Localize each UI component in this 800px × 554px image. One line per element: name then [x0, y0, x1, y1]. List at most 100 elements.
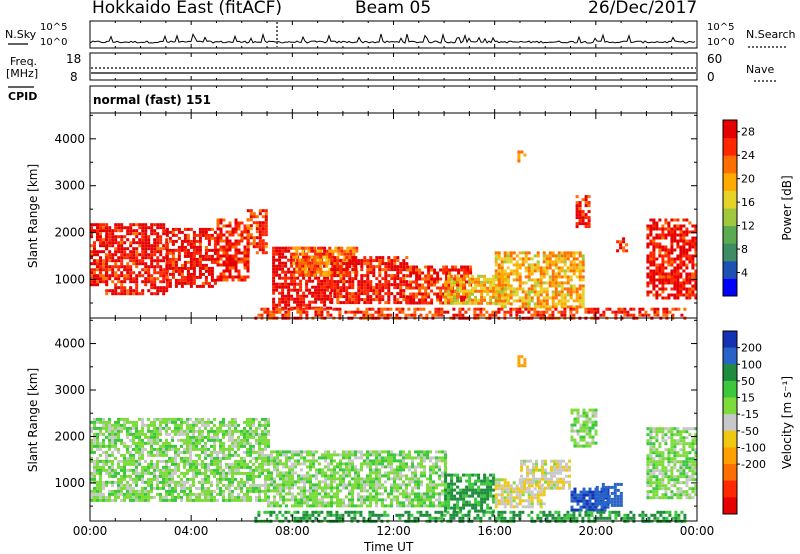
echo-cell — [96, 447, 99, 451]
echo-cell — [267, 501, 270, 505]
echo-cell — [111, 241, 115, 245]
echo-cell — [96, 277, 99, 281]
echo-cell — [584, 198, 588, 202]
echo-cell — [162, 256, 166, 260]
echo-cell — [375, 483, 378, 487]
echo-cell — [255, 221, 259, 225]
echo-cell — [336, 492, 339, 496]
echo-cell — [102, 495, 105, 499]
echo-cell — [159, 453, 162, 457]
echo-cell — [216, 480, 219, 484]
echo-cell — [255, 224, 259, 228]
echo-cell — [186, 450, 189, 454]
echo-cell — [272, 297, 276, 301]
echo-cell — [210, 453, 213, 457]
echo-cell — [509, 269, 513, 273]
echo-cell — [162, 259, 166, 263]
echo-cell — [655, 269, 659, 273]
echo-cell — [617, 307, 621, 311]
echo-cell — [105, 253, 108, 257]
echo-cell — [536, 302, 540, 306]
echo-cell — [343, 270, 347, 274]
echo-cell — [174, 269, 178, 273]
echo-cell — [381, 498, 384, 502]
echo-cell — [165, 275, 169, 279]
echo-cell — [189, 257, 193, 261]
echo-cell — [387, 450, 390, 454]
echo-cell — [198, 245, 202, 249]
echo-cell — [159, 265, 163, 269]
echo-cell — [114, 432, 117, 436]
echo-cell — [575, 305, 579, 309]
echo-cell — [326, 294, 330, 298]
echo-cell — [482, 313, 486, 317]
echo-cell — [548, 263, 552, 267]
echo-cell — [270, 456, 273, 460]
echo-cell — [324, 489, 327, 493]
echo-cell — [147, 417, 150, 421]
echo-cell — [150, 447, 153, 451]
echo-cell — [308, 267, 312, 271]
echo-cell — [581, 278, 585, 282]
echo-cell — [189, 492, 192, 496]
echo-cell — [156, 256, 160, 260]
echo-cell — [515, 260, 519, 264]
echo-cell — [273, 450, 276, 454]
echo-cell — [288, 459, 291, 463]
echo-cell — [198, 257, 202, 261]
echo-cell — [105, 226, 108, 230]
echo-cell — [357, 292, 361, 296]
echo-cell — [186, 471, 189, 475]
echo-cell — [135, 229, 139, 233]
echo-cell — [348, 453, 351, 457]
echo-cell — [324, 465, 327, 469]
echo-cell — [168, 284, 172, 288]
echo-cell — [147, 256, 151, 260]
echo-cell — [231, 275, 235, 279]
echo-cell — [234, 423, 237, 427]
echo-cell — [168, 420, 171, 424]
echo-cell — [366, 504, 369, 508]
echo-cell — [126, 435, 129, 439]
echo-cell — [246, 209, 250, 213]
echo-cell — [326, 282, 330, 286]
echo-cell — [363, 459, 366, 463]
echo-cell — [468, 301, 472, 305]
echo-cell — [372, 483, 375, 487]
echo-cell — [90, 244, 93, 248]
echo-cell — [171, 266, 175, 270]
echo-cell — [466, 265, 470, 269]
echo-cell — [246, 233, 250, 237]
echo-cell — [638, 313, 642, 317]
echo-cell — [249, 498, 252, 502]
echo-cell — [351, 486, 354, 490]
echo-cell — [174, 281, 178, 285]
echo-cell — [135, 250, 139, 254]
echo-cell — [685, 227, 689, 231]
echo-cell — [276, 504, 279, 508]
echo-cell — [228, 233, 232, 237]
echo-cell — [93, 244, 96, 248]
echo-cell — [135, 262, 139, 266]
echo-cell — [171, 444, 174, 448]
echo-cell — [548, 281, 552, 285]
echo-cell — [105, 232, 109, 236]
echo-cell — [342, 453, 345, 457]
echo-cell — [360, 486, 363, 490]
echo-cell — [210, 459, 213, 463]
echo-cell — [563, 302, 567, 306]
echo-cell — [174, 453, 177, 457]
echo-cell — [90, 268, 93, 272]
echo-cell — [545, 260, 549, 264]
echo-cell — [402, 262, 406, 266]
echo-cell — [198, 227, 202, 231]
echo-cell — [480, 274, 484, 278]
echo-cell — [120, 241, 124, 245]
echo-cell — [258, 471, 261, 475]
echo-cell — [395, 307, 399, 311]
echo-cell — [243, 471, 246, 475]
echo-cell — [450, 286, 454, 290]
echo-cell — [252, 456, 255, 460]
echo-cell — [234, 254, 238, 258]
echo-cell — [135, 420, 138, 424]
